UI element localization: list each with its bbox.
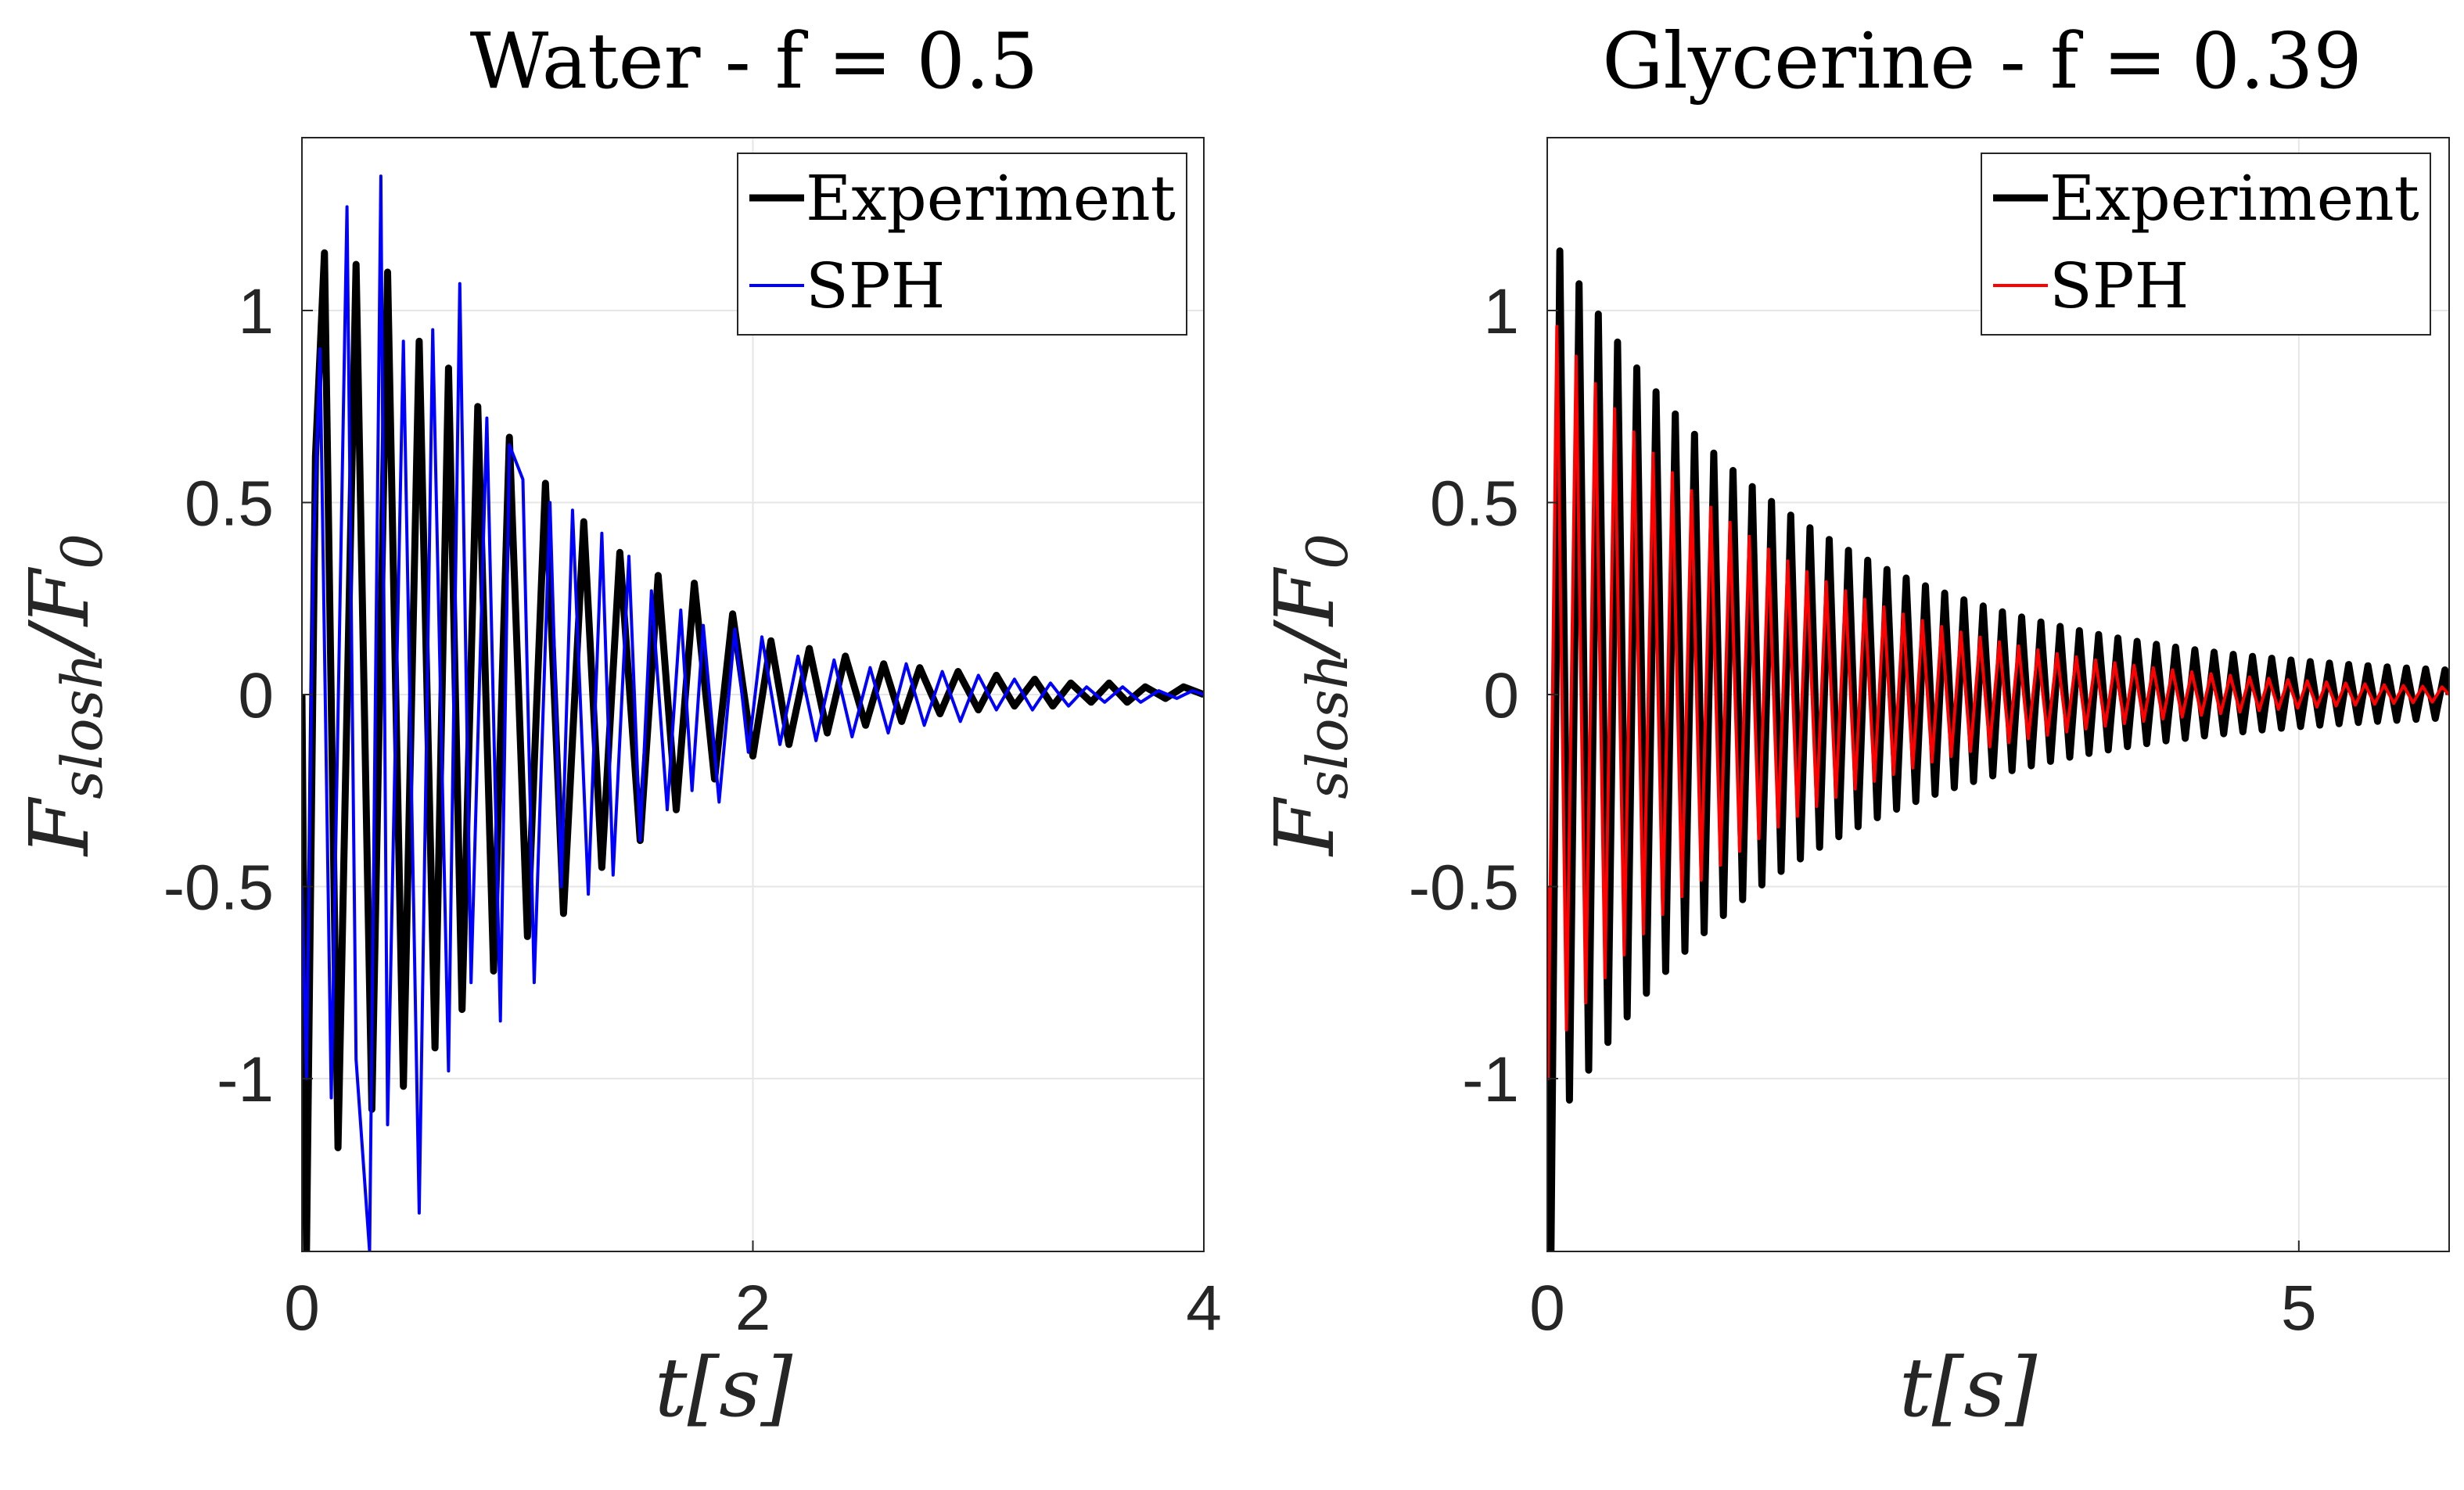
water-legend-sph-label: SPH <box>806 250 945 322</box>
water-series-experiment-line <box>302 249 1204 1251</box>
glycerine-series-sph-line <box>1547 325 2449 1080</box>
water-panel: Water - f = 0.5 0 2 4 -1 -0.5 0 0.5 1 t[s] Fslo… <box>12 17 1222 1435</box>
water-xtick-label: 2 <box>735 1273 771 1344</box>
water-ytick-label: 1 <box>238 276 274 347</box>
water-ticks: 0 2 4 -1 -0.5 0 0.5 1 <box>163 276 1222 1344</box>
glycerine-ytick-label: -1 <box>1462 1044 1519 1115</box>
glycerine-legend-sph-label: SPH <box>2049 250 2189 322</box>
glycerine-ytick-label: 1 <box>1483 276 1519 347</box>
water-legend: Experiment SPH <box>737 153 1187 336</box>
water-series-lines <box>302 174 1204 1251</box>
water-x-axis-label: t[s] <box>655 1340 793 1435</box>
glycerine-ytick-label: -0.5 <box>1409 853 1519 924</box>
glycerine-series-lines <box>1547 247 2449 1251</box>
water-series-sph-line <box>302 174 1204 1251</box>
water-legend-experiment-label: Experiment <box>806 162 1176 235</box>
glycerine-xtick-label: 0 <box>1529 1273 1565 1344</box>
water-xtick-label: 0 <box>284 1273 320 1344</box>
water-legend-box <box>737 153 1187 336</box>
glycerine-y-axis-label: Fslosh/F0 <box>1257 533 1360 857</box>
glycerine-chart-title: Glycerine - f = 0.39 <box>1602 17 2362 106</box>
glycerine-ticks: 0 5 -1 -0.5 0 0.5 1 <box>1409 276 2317 1344</box>
water-ytick-label: 0 <box>238 660 274 731</box>
glycerine-x-axis-label: t[s] <box>1899 1340 2038 1435</box>
glycerine-panel: Glycerine - f = 0.39 0 5-1-0.500.51 t[s] … <box>1257 17 2450 1435</box>
glycerine-ytick-label: 0 <box>1483 660 1519 731</box>
water-chart-title: Water - f = 0.5 <box>470 17 1039 106</box>
water-ytick-label: -1 <box>217 1044 274 1115</box>
glycerine-legend-experiment-label: Experiment <box>2049 162 2419 235</box>
water-y-axis-label: Fslosh/F0 <box>12 533 115 857</box>
water-ytick-label: -0.5 <box>163 853 274 924</box>
glycerine-legend-box <box>1981 153 2431 336</box>
glycerine-legend: Experiment SPH <box>1981 153 2431 336</box>
glycerine-xtick-label: 5 <box>2281 1273 2317 1344</box>
water-xtick-label: 4 <box>1186 1273 1222 1344</box>
water-ytick-label: 0.5 <box>185 468 274 539</box>
glycerine-series-experiment-line <box>1547 247 2449 1251</box>
glycerine-ytick-label: 0.5 <box>1430 468 1519 539</box>
